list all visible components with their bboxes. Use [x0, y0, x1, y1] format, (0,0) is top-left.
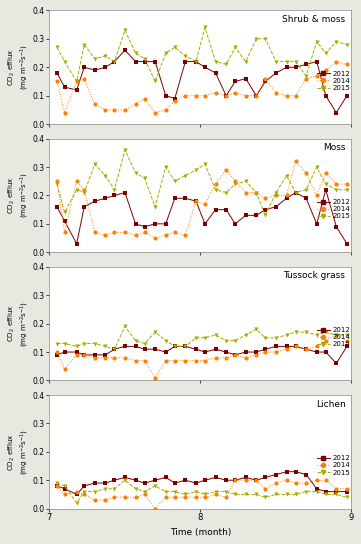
- Y-axis label: CO$_2$ efflux
(mg m$^{-2}$s$^{-1}$): CO$_2$ efflux (mg m$^{-2}$s$^{-1}$): [7, 301, 31, 347]
- Y-axis label: CO$_2$ efflux
(mg m$^{-2}$s$^{-1}$): CO$_2$ efflux (mg m$^{-2}$s$^{-1}$): [7, 45, 31, 90]
- Text: Shrub & moss: Shrub & moss: [282, 15, 345, 24]
- Y-axis label: CO$_2$ efflux
(mg m$^{-2}$s$^{-1}$): CO$_2$ efflux (mg m$^{-2}$s$^{-1}$): [7, 172, 31, 218]
- Text: Moss: Moss: [323, 143, 345, 152]
- X-axis label: Time (month): Time (month): [170, 528, 231, 537]
- Text: Tussock grass: Tussock grass: [283, 271, 345, 280]
- Y-axis label: CO$_2$ efflux
(mg m$^{-2}$s$^{-1}$): CO$_2$ efflux (mg m$^{-2}$s$^{-1}$): [7, 429, 31, 475]
- Text: Lichen: Lichen: [316, 399, 345, 409]
- Legend: 2012, 2014, 2015: 2012, 2014, 2015: [317, 455, 350, 475]
- Legend: 2012, 2014, 2015: 2012, 2014, 2015: [317, 327, 350, 347]
- Legend: 2012, 2014, 2015: 2012, 2014, 2015: [317, 199, 350, 219]
- Legend: 2012, 2014, 2015: 2012, 2014, 2015: [317, 71, 350, 91]
